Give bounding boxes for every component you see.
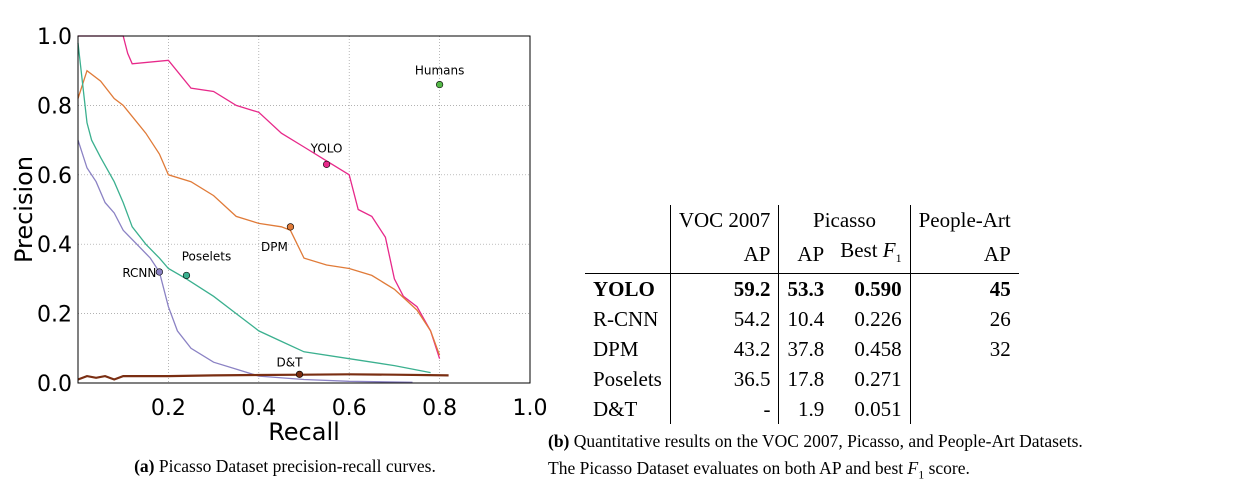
y-tick-label: 0.8 (37, 94, 72, 119)
col-voc-ap: AP (670, 235, 780, 275)
row-picasso-f1: 0.458 (832, 334, 911, 365)
table-row: R-CNN 54.2 10.4 0.226 26 (585, 304, 1019, 335)
row-method: Poselets (585, 364, 671, 395)
y-tick-label: 1.0 (37, 25, 72, 50)
table-caption-line2a: The Picasso Dataset evaluates on both AP… (548, 458, 908, 478)
row-people-art-ap: 45 (989, 277, 1011, 302)
x-tick-label: 1.0 (513, 396, 548, 421)
row-method: R-CNN (585, 304, 671, 335)
x-tick-label: 0.4 (241, 396, 276, 421)
series-layer: YOLO DPM Poselets RCNN D&T Humans (77, 35, 465, 383)
series-label: RCNN (122, 266, 156, 280)
row-voc-ap: - (670, 394, 780, 425)
table-sub-header-row: AP AP Best F1 AP (585, 235, 1019, 275)
col-picasso-f1-f: F (882, 238, 896, 262)
row-people-art-ap: 32 (989, 337, 1011, 362)
table-row: D&T -1.9 0.051 (585, 394, 1019, 425)
table-caption-line2b: score. (924, 458, 970, 478)
row-picasso-f1: 0.226 (832, 304, 911, 335)
x-tick-label: 0.6 (332, 396, 367, 421)
row-picasso-f1: 0.051 (832, 394, 911, 425)
grid (78, 36, 530, 383)
row-picasso-f1: 0.590 (832, 273, 911, 305)
figure-caption: (a) Picasso Dataset precision-recall cur… (90, 456, 480, 477)
y-axis-label: Precision (10, 156, 38, 263)
row-people-art-ap (910, 394, 1019, 424)
row-voc-ap: 36.5 (670, 364, 780, 395)
row-voc-ap: 43.2 (670, 334, 780, 365)
humans-point (436, 80, 444, 89)
col-picasso-f1-sub: 1 (895, 251, 902, 266)
humans-label: Humans (415, 64, 465, 78)
table-body: YOLO 59.2 53.3 0.590 45 R-CNN 54.2 10.4 0.226 26 D… (585, 273, 1019, 425)
col-group-people-art: People-Art (918, 208, 1011, 232)
figure-caption-text: Picasso Dataset precision-recall curves. (154, 456, 436, 476)
table-caption-line1-text: Quantitative results on the VOC 2007, Pi… (569, 431, 1083, 451)
col-group-picasso: Picasso (778, 205, 911, 235)
table-caption-line2sub: 1 (918, 467, 925, 482)
series-label: YOLO (310, 141, 343, 155)
series-point (295, 370, 304, 378)
y-tick-label: 0.6 (37, 164, 72, 189)
figure-caption-label: (a) (134, 456, 155, 476)
x-tick-label: 0.2 (151, 396, 186, 421)
table-row: YOLO 59.2 53.3 0.590 45 (585, 273, 1019, 305)
row-picasso-f1: 0.271 (832, 364, 911, 395)
x-axis-label: Recall (268, 418, 340, 446)
tick-layer: 0.2 0.4 0.6 0.8 1.0 0.0 0.2 0.4 0.6 0.8 1.0 (37, 25, 548, 421)
table-caption-line1: (b) Quantitative results on the VOC 2007… (548, 428, 1237, 455)
results-table-wrap: VOC 2007 Picasso People-Art AP AP Best F… (585, 205, 1019, 425)
table-corner-cell-2 (585, 235, 671, 275)
series-label: DPM (261, 240, 288, 254)
table-row: Poselets 36.5 17.8 0.271 (585, 364, 1019, 395)
col-people-art-ap: AP (910, 235, 1019, 275)
row-method: DPM (585, 334, 671, 365)
series-line-rcnn (77, 139, 413, 383)
row-picasso-ap: 1.9 (797, 397, 825, 422)
y-tick-label: 0.4 (37, 233, 72, 258)
table-corner-cell (585, 205, 671, 235)
x-tick-label: 0.8 (422, 396, 457, 421)
table-group-header-row: VOC 2007 Picasso People-Art (585, 205, 1019, 235)
series-point (286, 223, 295, 231)
plot-frame (77, 35, 531, 384)
table-caption-line2: The Picasso Dataset evaluates on both AP… (548, 455, 1237, 489)
row-picasso-ap: 17.8 (787, 367, 825, 392)
results-table: VOC 2007 Picasso People-Art AP AP Best F… (585, 205, 1019, 425)
col-picasso-f1: Best F1 (832, 235, 911, 275)
row-method: YOLO (585, 273, 671, 305)
row-method: D&T (585, 394, 671, 425)
table-row: DPM 43.2 37.8 0.458 32 (585, 334, 1019, 365)
series-line-poselets (77, 42, 431, 374)
table-caption: (b) Quantitative results on the VOC 2007… (548, 428, 1237, 489)
series-line-yolo (78, 35, 441, 359)
row-voc-ap: 59.2 (670, 273, 780, 305)
series-line-dt (77, 373, 449, 381)
col-group-voc: VOC 2007 (670, 205, 780, 235)
col-picasso-ap: AP (778, 235, 833, 275)
series-label: D&T (277, 355, 304, 369)
row-picasso-ap: 10.4 (787, 307, 825, 332)
table-caption-line2f: F (907, 458, 919, 478)
y-tick-label: 0.0 (37, 372, 72, 397)
table-caption-label: (b) (548, 431, 570, 451)
row-picasso-ap: 53.3 (787, 277, 825, 302)
col-picasso-f1-text: Best (840, 238, 883, 262)
series-label: Poselets (182, 249, 231, 263)
row-picasso-ap: 37.8 (787, 337, 825, 362)
row-people-art-ap (910, 364, 1019, 394)
series-point (323, 160, 331, 168)
series-line-dpm (77, 69, 441, 356)
row-voc-ap: 54.2 (670, 304, 780, 335)
y-tick-label: 0.2 (37, 303, 72, 328)
series-point (182, 271, 191, 280)
row-people-art-ap: 26 (989, 307, 1011, 332)
series-point (155, 268, 163, 276)
